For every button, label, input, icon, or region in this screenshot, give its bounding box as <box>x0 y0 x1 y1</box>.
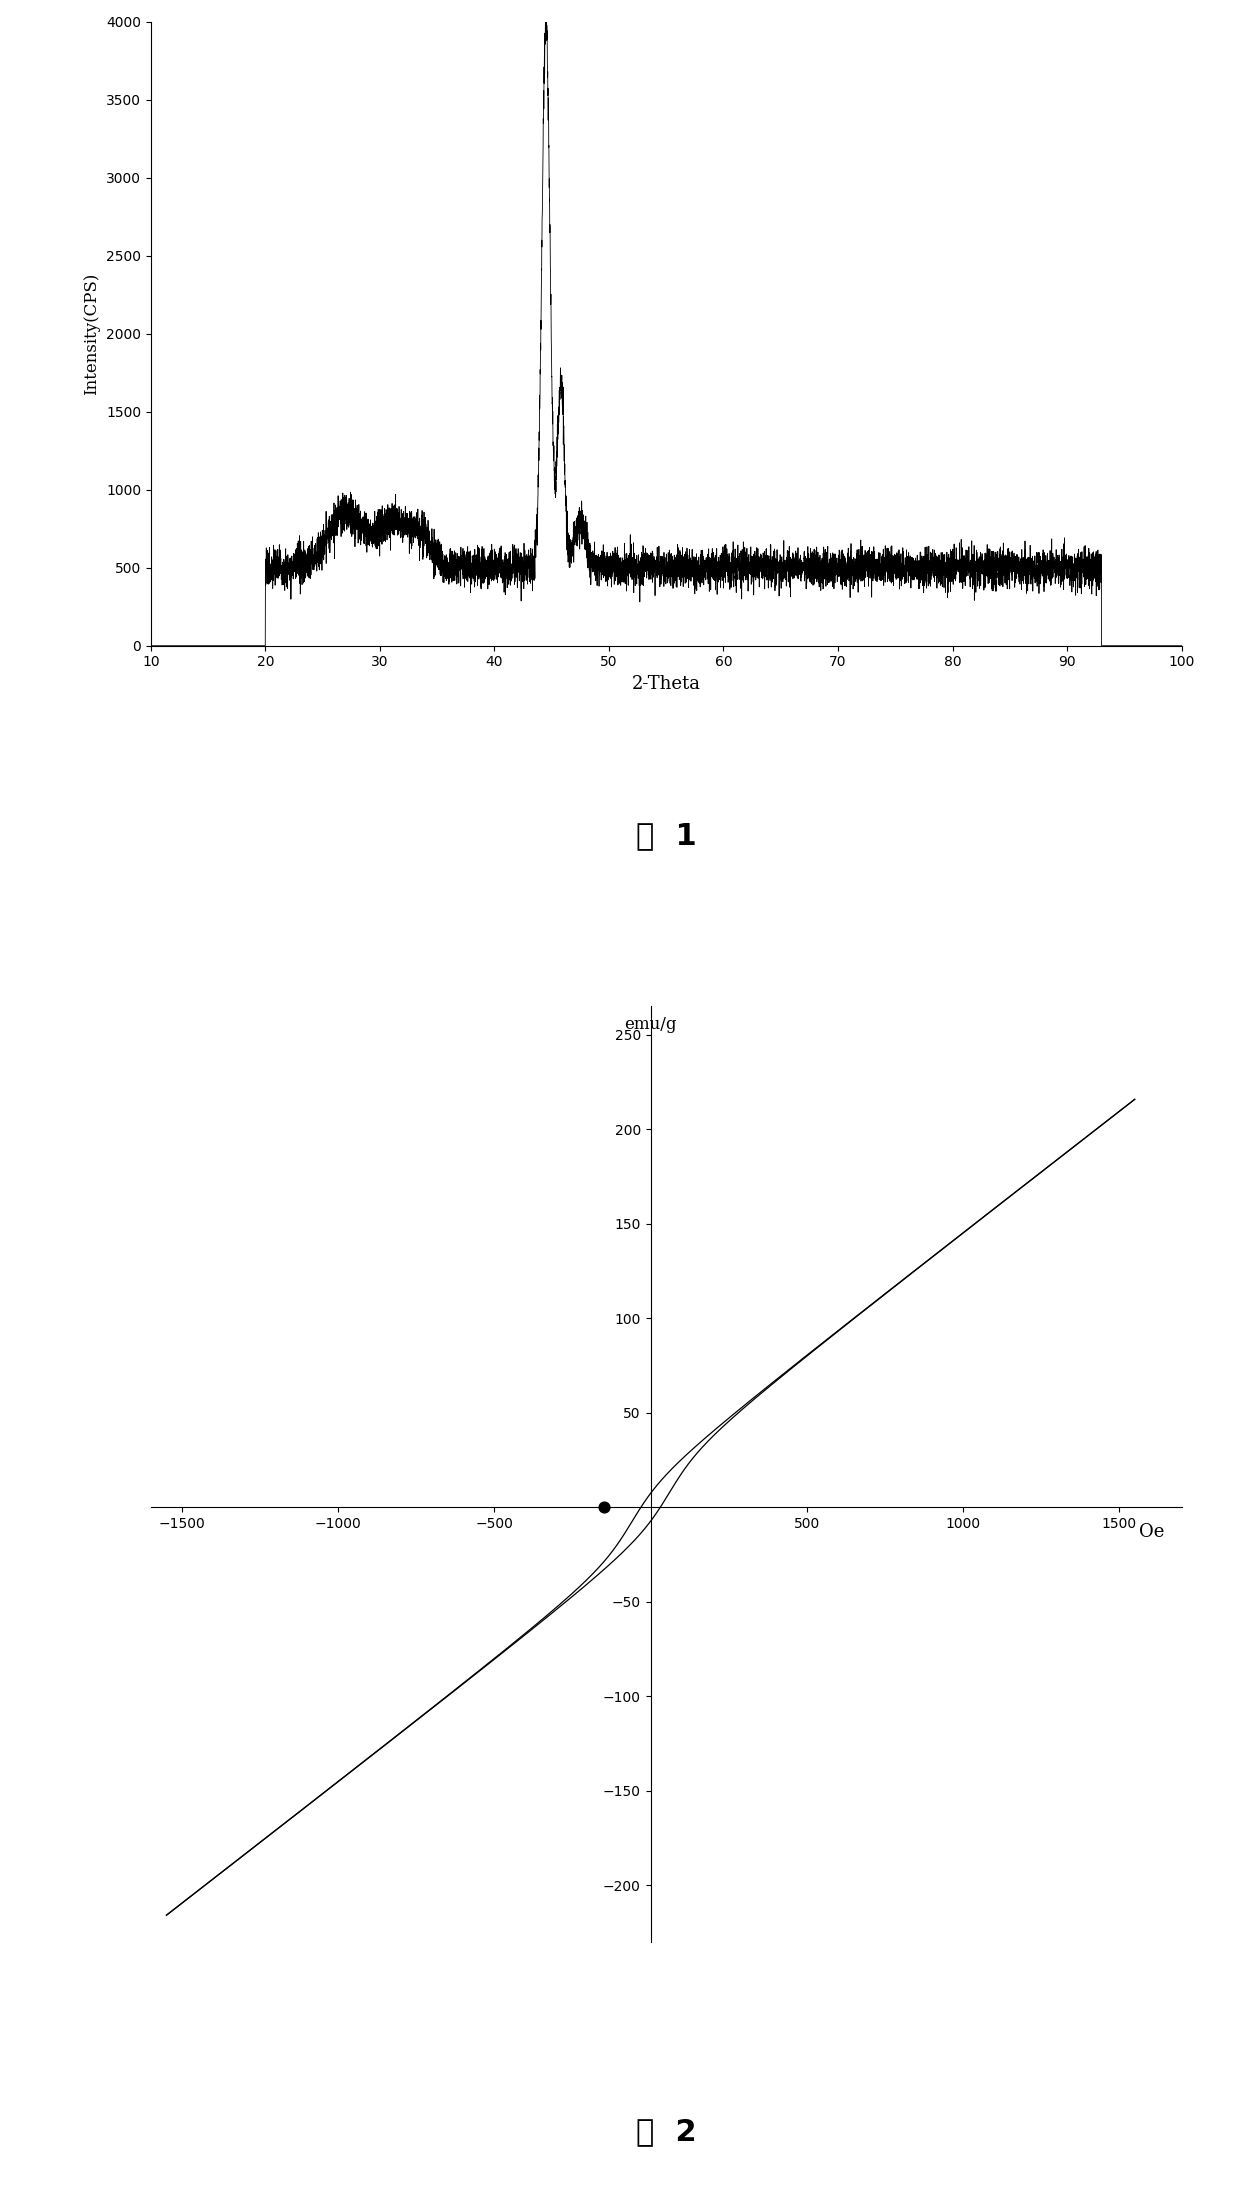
Text: Oe: Oe <box>1139 1522 1164 1542</box>
Y-axis label: Intensity(CPS): Intensity(CPS) <box>83 272 101 395</box>
Text: 图  2: 图 2 <box>636 2118 696 2147</box>
Text: 图  1: 图 1 <box>636 820 696 851</box>
Text: emu/g: emu/g <box>625 1015 676 1033</box>
X-axis label: 2-Theta: 2-Theta <box>632 675 700 693</box>
Point <box>593 1489 613 1524</box>
